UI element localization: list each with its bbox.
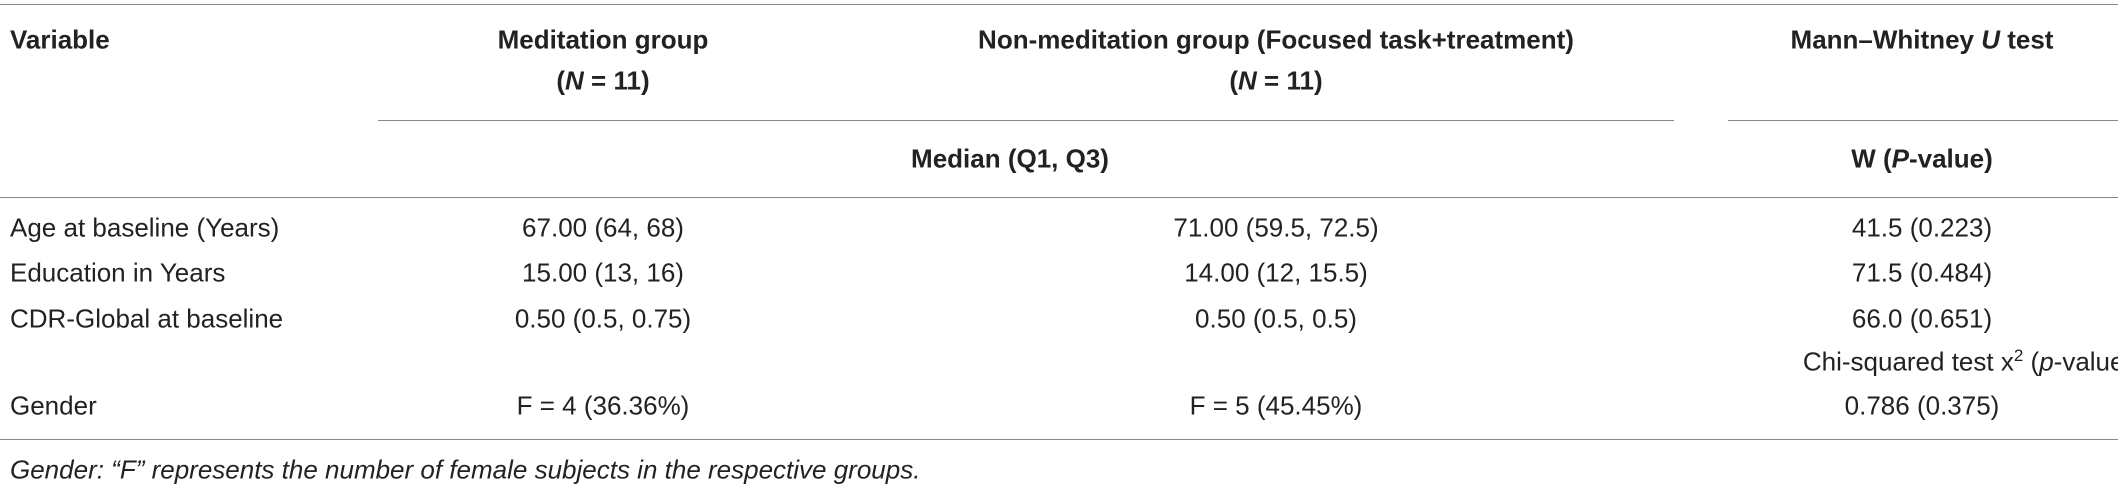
- table-cell: F = 5 (45.45%): [1189, 390, 1363, 421]
- table-cell: 67.00 (64, 68): [522, 212, 684, 243]
- row-label: Age at baseline (Years): [10, 212, 280, 243]
- text: N: [1238, 65, 1257, 96]
- text: Mann–Whitney: [1790, 24, 1982, 55]
- row-label: Gender: [10, 390, 97, 421]
- text: (: [2023, 346, 2040, 377]
- group-rule: [1728, 120, 2118, 121]
- header-cell: Mann–Whitney U test: [1791, 25, 2054, 56]
- header-cell: (N = 11): [1229, 66, 1322, 97]
- header-cell: Non-meditation group (Focused task+treat…: [978, 24, 1574, 55]
- table-cell: 41.5 (0.223): [1851, 212, 1993, 243]
- table-cell: 71.5 (0.484): [1851, 257, 1993, 288]
- table-cell: 0.50 (0.5, 0.75): [514, 303, 692, 334]
- text: N: [565, 65, 584, 96]
- text: U: [1981, 24, 2000, 55]
- table-cell: 14.00 (12, 15.5): [1184, 257, 1368, 288]
- text: = 11): [583, 65, 650, 96]
- footnote: Gender: “F” represents the number of fem…: [10, 454, 921, 485]
- text: (: [1229, 65, 1239, 96]
- table-cell: 0.786 (0.375): [1844, 390, 2000, 421]
- row-label: CDR-Global at baseline: [10, 303, 284, 334]
- subheader-cell: W (P-value): [1851, 144, 1993, 175]
- text: p: [2039, 346, 2054, 377]
- table-cell: 0.50 (0.5, 0.5): [1195, 303, 1357, 334]
- text: test: [1999, 24, 2054, 55]
- text: (: [556, 65, 566, 96]
- subheader-cell: Median (Q1, Q3): [911, 143, 1109, 174]
- text: -value): [1908, 143, 1993, 174]
- table-cell: 15.00 (13, 16): [522, 257, 684, 288]
- text: P: [1891, 143, 1909, 174]
- text: W (: [1851, 143, 1892, 174]
- header-rule: [0, 197, 2118, 198]
- table-cell: 66.0 (0.651): [1851, 303, 1993, 334]
- chi-header: Chi-squared test x2 (p-value): [1803, 347, 2118, 378]
- table-cell: 71.00 (59.5, 72.5): [1173, 212, 1379, 243]
- top-rule: [0, 4, 2118, 5]
- text: -value): [2053, 346, 2118, 377]
- header-cell: (N = 11): [556, 66, 649, 97]
- header-cell: Meditation group: [497, 24, 709, 55]
- bottom-rule: [0, 439, 2118, 440]
- table-cell: F = 4 (36.36%): [516, 390, 690, 421]
- text: 2: [2013, 345, 2024, 365]
- header-cell: Variable: [10, 24, 110, 55]
- text: = 11): [1256, 65, 1323, 96]
- text: Chi-squared test x: [1802, 346, 2014, 377]
- group-rule: [378, 120, 1674, 121]
- row-label: Education in Years: [10, 257, 226, 288]
